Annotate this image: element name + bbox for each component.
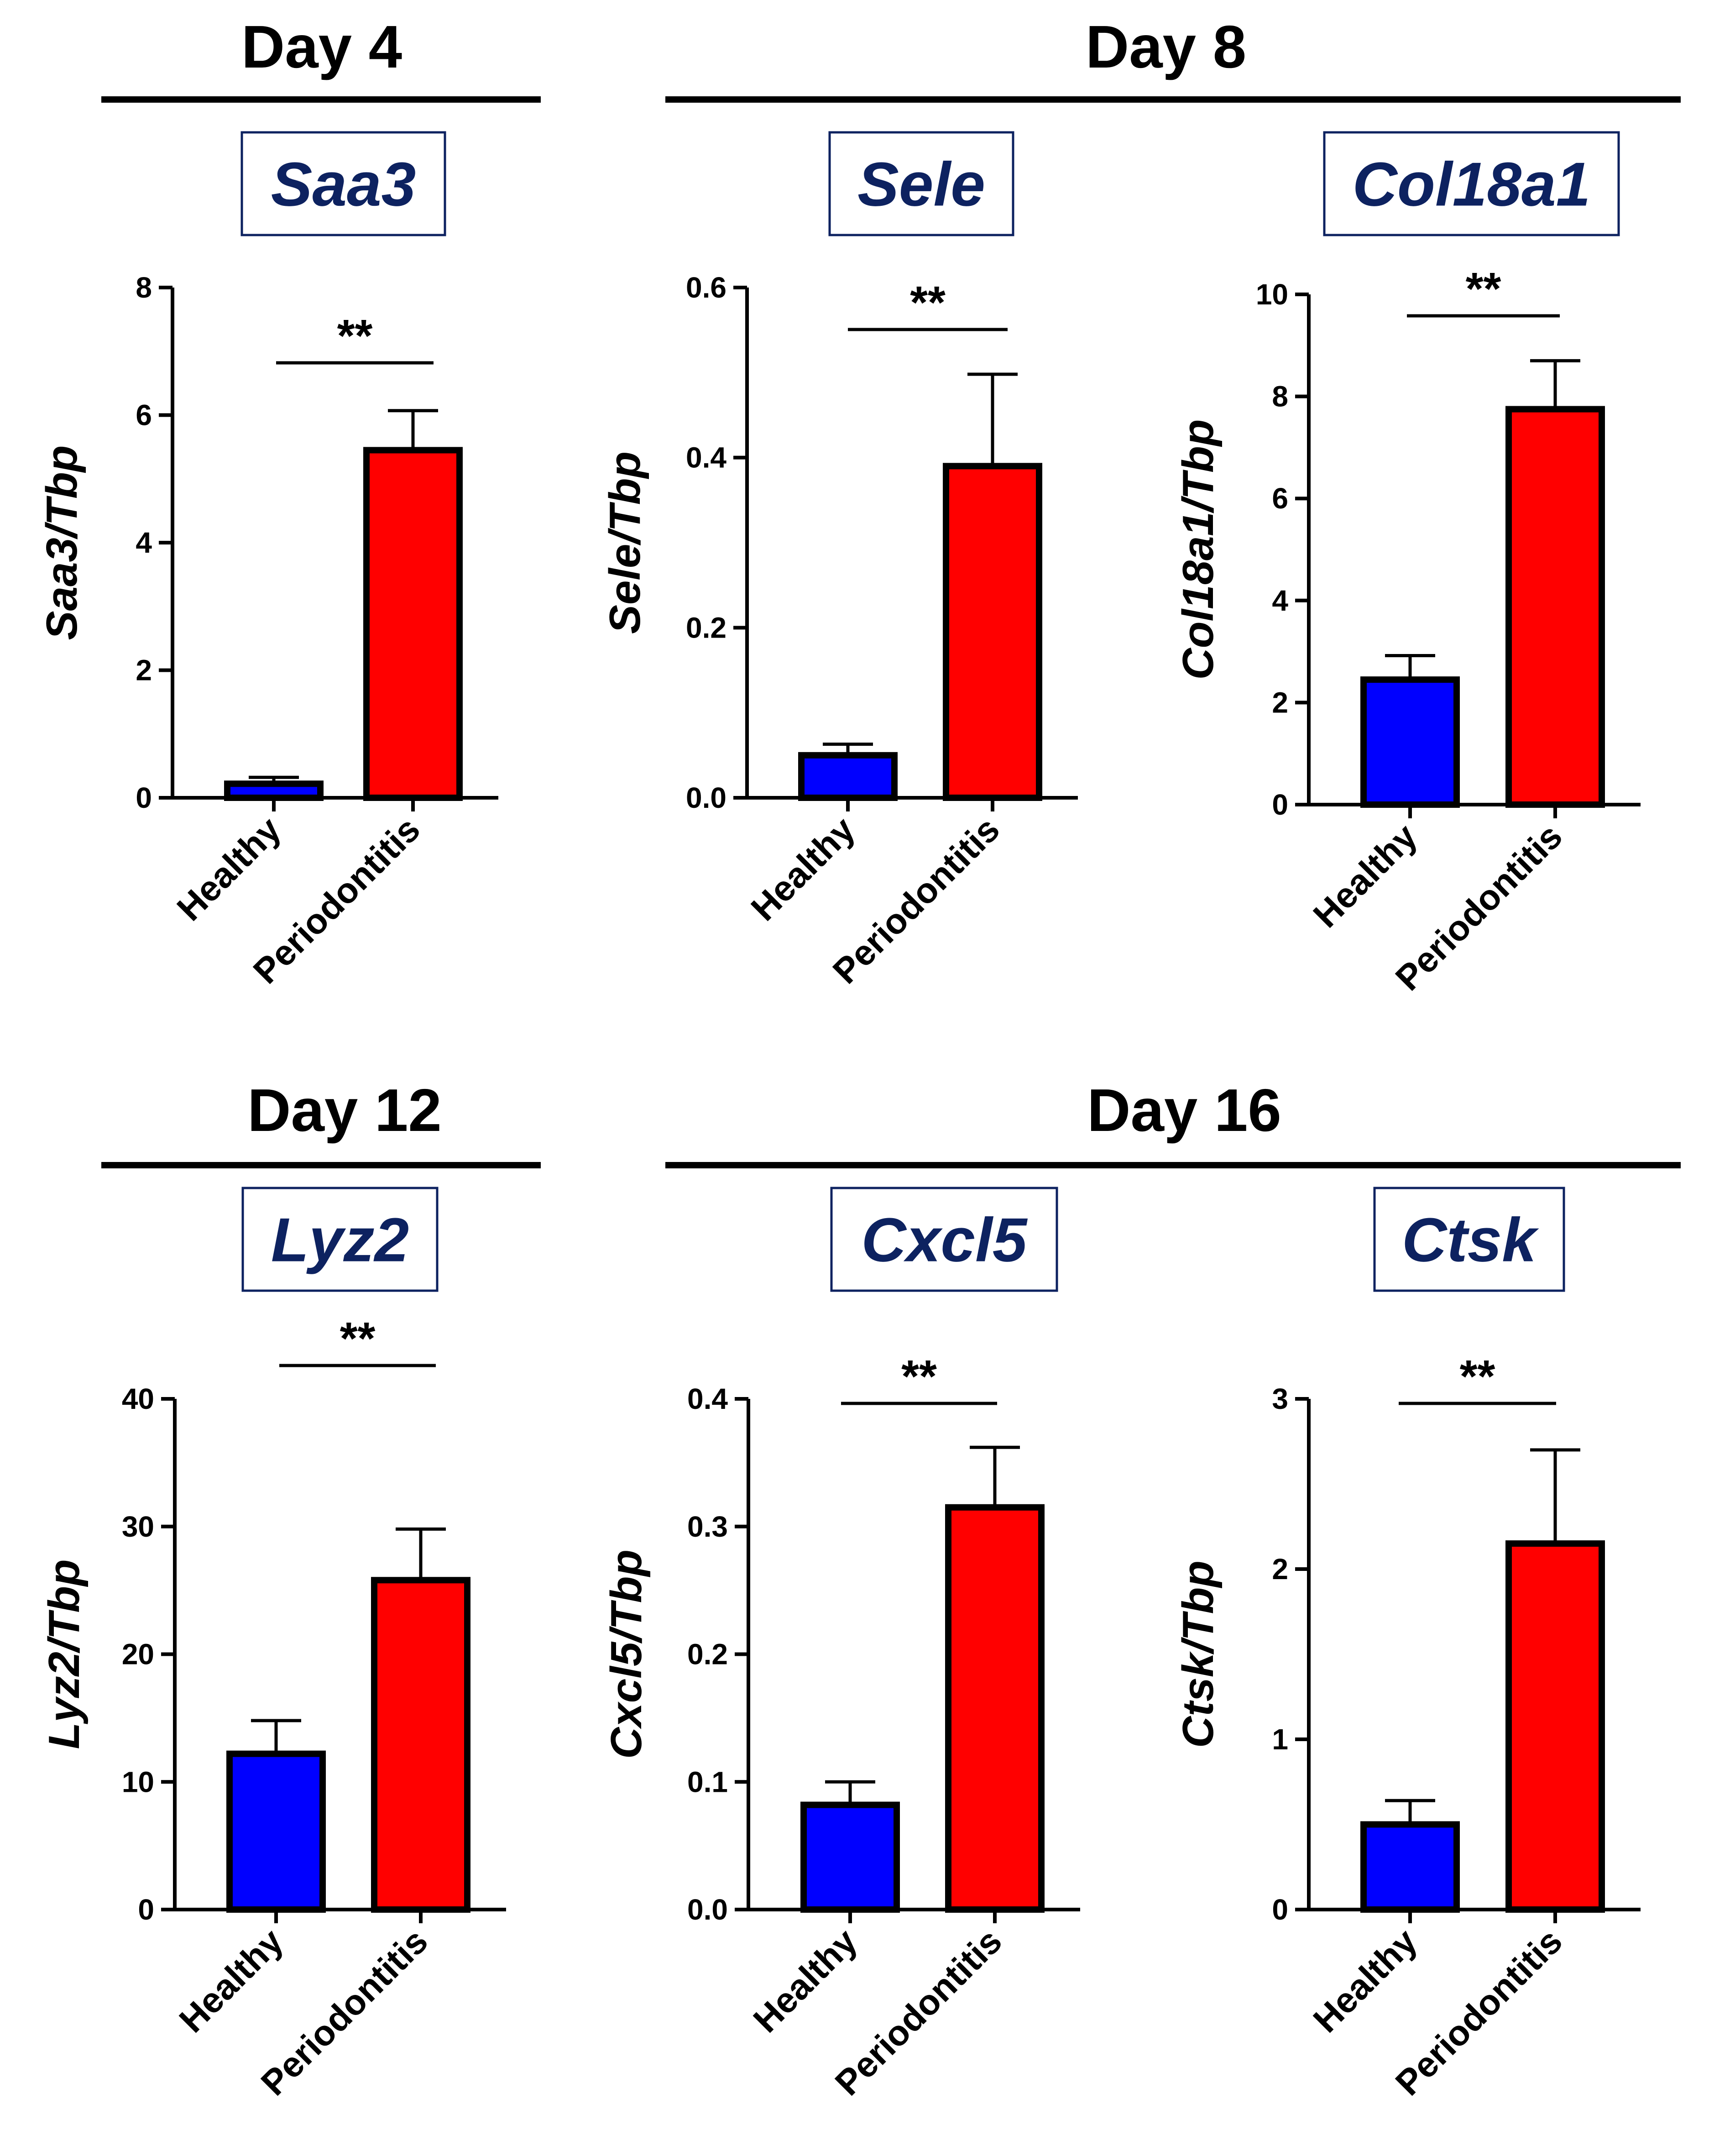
day-12-title: Day 12 bbox=[247, 1077, 442, 1144]
day-8-title: Day 8 bbox=[1086, 13, 1246, 80]
sele-panel: Sele0.00.20.40.6Sele/TbpHealthyPeriodont… bbox=[601, 131, 1078, 991]
saa3-y-tick-label: 0 bbox=[136, 781, 152, 814]
col18a1-y-label: Col18a1/Tbp bbox=[1174, 419, 1223, 680]
ctsk-y-tick-label: 2 bbox=[1272, 1553, 1288, 1586]
cxcl5-y-tick-label: 0.1 bbox=[687, 1765, 728, 1798]
sele-bar-healthy bbox=[798, 752, 898, 801]
cxcl5-significance-label: ** bbox=[901, 1351, 937, 1402]
cxcl5-y-tick-label: 0.3 bbox=[687, 1510, 728, 1543]
col18a1-bar-periodontitis bbox=[1505, 406, 1605, 808]
lyz2-x-label-healthy: Healthy bbox=[172, 1921, 291, 2040]
cxcl5-y-tick-label: 0.4 bbox=[687, 1382, 728, 1415]
ctsk-x-label-healthy: Healthy bbox=[1306, 1921, 1425, 2040]
sele-y-label: Sele/Tbp bbox=[601, 451, 649, 634]
saa3-x-label-healthy: Healthy bbox=[169, 809, 288, 928]
sele-y-tick-label: 0.2 bbox=[686, 611, 726, 644]
col18a1-y-tick-label: 0 bbox=[1272, 788, 1288, 821]
lyz2-title-box bbox=[241, 1187, 439, 1292]
sele-title-box bbox=[828, 131, 1014, 236]
col18a1-title: Col18a1 bbox=[1353, 150, 1591, 219]
cxcl5-title: Cxcl5 bbox=[862, 1205, 1028, 1275]
saa3-y-tick-label: 2 bbox=[136, 654, 152, 687]
lyz2-y-tick-label: 10 bbox=[122, 1765, 154, 1798]
col18a1-panel: Col18a10246810Col18a1/TbpHealthyPeriodon… bbox=[1174, 131, 1641, 998]
ctsk-title: Ctsk bbox=[1402, 1205, 1539, 1275]
saa3-significance-label: ** bbox=[337, 310, 373, 361]
sele-y-tick-label: 0.0 bbox=[686, 781, 726, 814]
saa3-y-tick-label: 8 bbox=[136, 271, 152, 304]
lyz2-y-tick-label: 0 bbox=[138, 1893, 154, 1926]
saa3-y-tick-label: 4 bbox=[136, 526, 152, 559]
sele-bar-periodontitis bbox=[943, 463, 1042, 801]
sele-y-tick-label: 0.6 bbox=[686, 271, 726, 304]
cxcl5-y-label: Cxcl5/Tbp bbox=[602, 1549, 651, 1759]
sele-y-tick-label: 0.4 bbox=[686, 441, 726, 474]
col18a1-y-tick-label: 4 bbox=[1272, 584, 1288, 617]
ctsk-significance-label: ** bbox=[1460, 1351, 1495, 1402]
cxcl5-bar-healthy bbox=[800, 1801, 900, 1913]
lyz2-bar-periodontitis bbox=[371, 1577, 470, 1913]
lyz2-y-tick-label: 20 bbox=[122, 1638, 154, 1671]
sele-x-label-healthy: Healthy bbox=[743, 809, 862, 928]
lyz2-y-tick-label: 30 bbox=[122, 1510, 154, 1543]
ctsk-y-tick-label: 0 bbox=[1272, 1893, 1288, 1926]
sele-title: Sele bbox=[857, 150, 985, 219]
day-16-title: Day 16 bbox=[1087, 1077, 1281, 1144]
ctsk-y-label: Ctsk/Tbp bbox=[1174, 1560, 1223, 1748]
saa3-y-tick-label: 6 bbox=[136, 399, 152, 432]
ctsk-bar-healthy bbox=[1360, 1821, 1460, 1913]
lyz2-title: Lyz2 bbox=[271, 1205, 409, 1275]
cxcl5-bar-periodontitis bbox=[945, 1504, 1045, 1913]
cxcl5-x-label-healthy: Healthy bbox=[746, 1921, 865, 2040]
ctsk-title-box bbox=[1373, 1187, 1565, 1292]
cxcl5-y-tick-label: 0.2 bbox=[687, 1638, 728, 1671]
col18a1-y-tick-label: 6 bbox=[1272, 482, 1288, 515]
col18a1-bar-healthy bbox=[1360, 676, 1460, 808]
lyz2-y-tick-label: 40 bbox=[122, 1382, 154, 1415]
col18a1-title-box bbox=[1323, 131, 1620, 236]
lyz2-significance-label: ** bbox=[340, 1313, 376, 1364]
day-4-title: Day 4 bbox=[241, 13, 402, 80]
col18a1-y-tick-label: 10 bbox=[1256, 278, 1288, 311]
lyz2-y-label: Lyz2/Tbp bbox=[40, 1559, 89, 1749]
col18a1-x-label-healthy: Healthy bbox=[1306, 816, 1425, 935]
cxcl5-panel: Cxcl50.00.10.20.30.4Cxcl5/TbpHealthyPeri… bbox=[602, 1187, 1080, 2103]
col18a1-y-tick-label: 8 bbox=[1272, 380, 1288, 413]
col18a1-y-tick-label: 2 bbox=[1272, 686, 1288, 719]
lyz2-bar-healthy bbox=[226, 1750, 326, 1913]
ctsk-bar-periodontitis bbox=[1505, 1540, 1605, 1913]
col18a1-significance-label: ** bbox=[1466, 263, 1501, 314]
ctsk-y-tick-label: 1 bbox=[1272, 1723, 1288, 1756]
ctsk-y-tick-label: 3 bbox=[1272, 1382, 1288, 1415]
saa3-bar-healthy bbox=[224, 780, 324, 801]
sele-significance-label: ** bbox=[910, 277, 946, 328]
saa3-y-label: Saa3/Tbp bbox=[37, 445, 86, 640]
cxcl5-y-tick-label: 0.0 bbox=[687, 1893, 728, 1926]
saa3-title-box bbox=[240, 131, 446, 236]
saa3-title: Saa3 bbox=[271, 150, 416, 219]
saa3-bar-periodontitis bbox=[363, 447, 463, 801]
cxcl5-title-box bbox=[830, 1187, 1058, 1292]
lyz2-panel: Lyz2010203040Lyz2/TbpHealthyPeriodontiti… bbox=[40, 1187, 506, 2103]
